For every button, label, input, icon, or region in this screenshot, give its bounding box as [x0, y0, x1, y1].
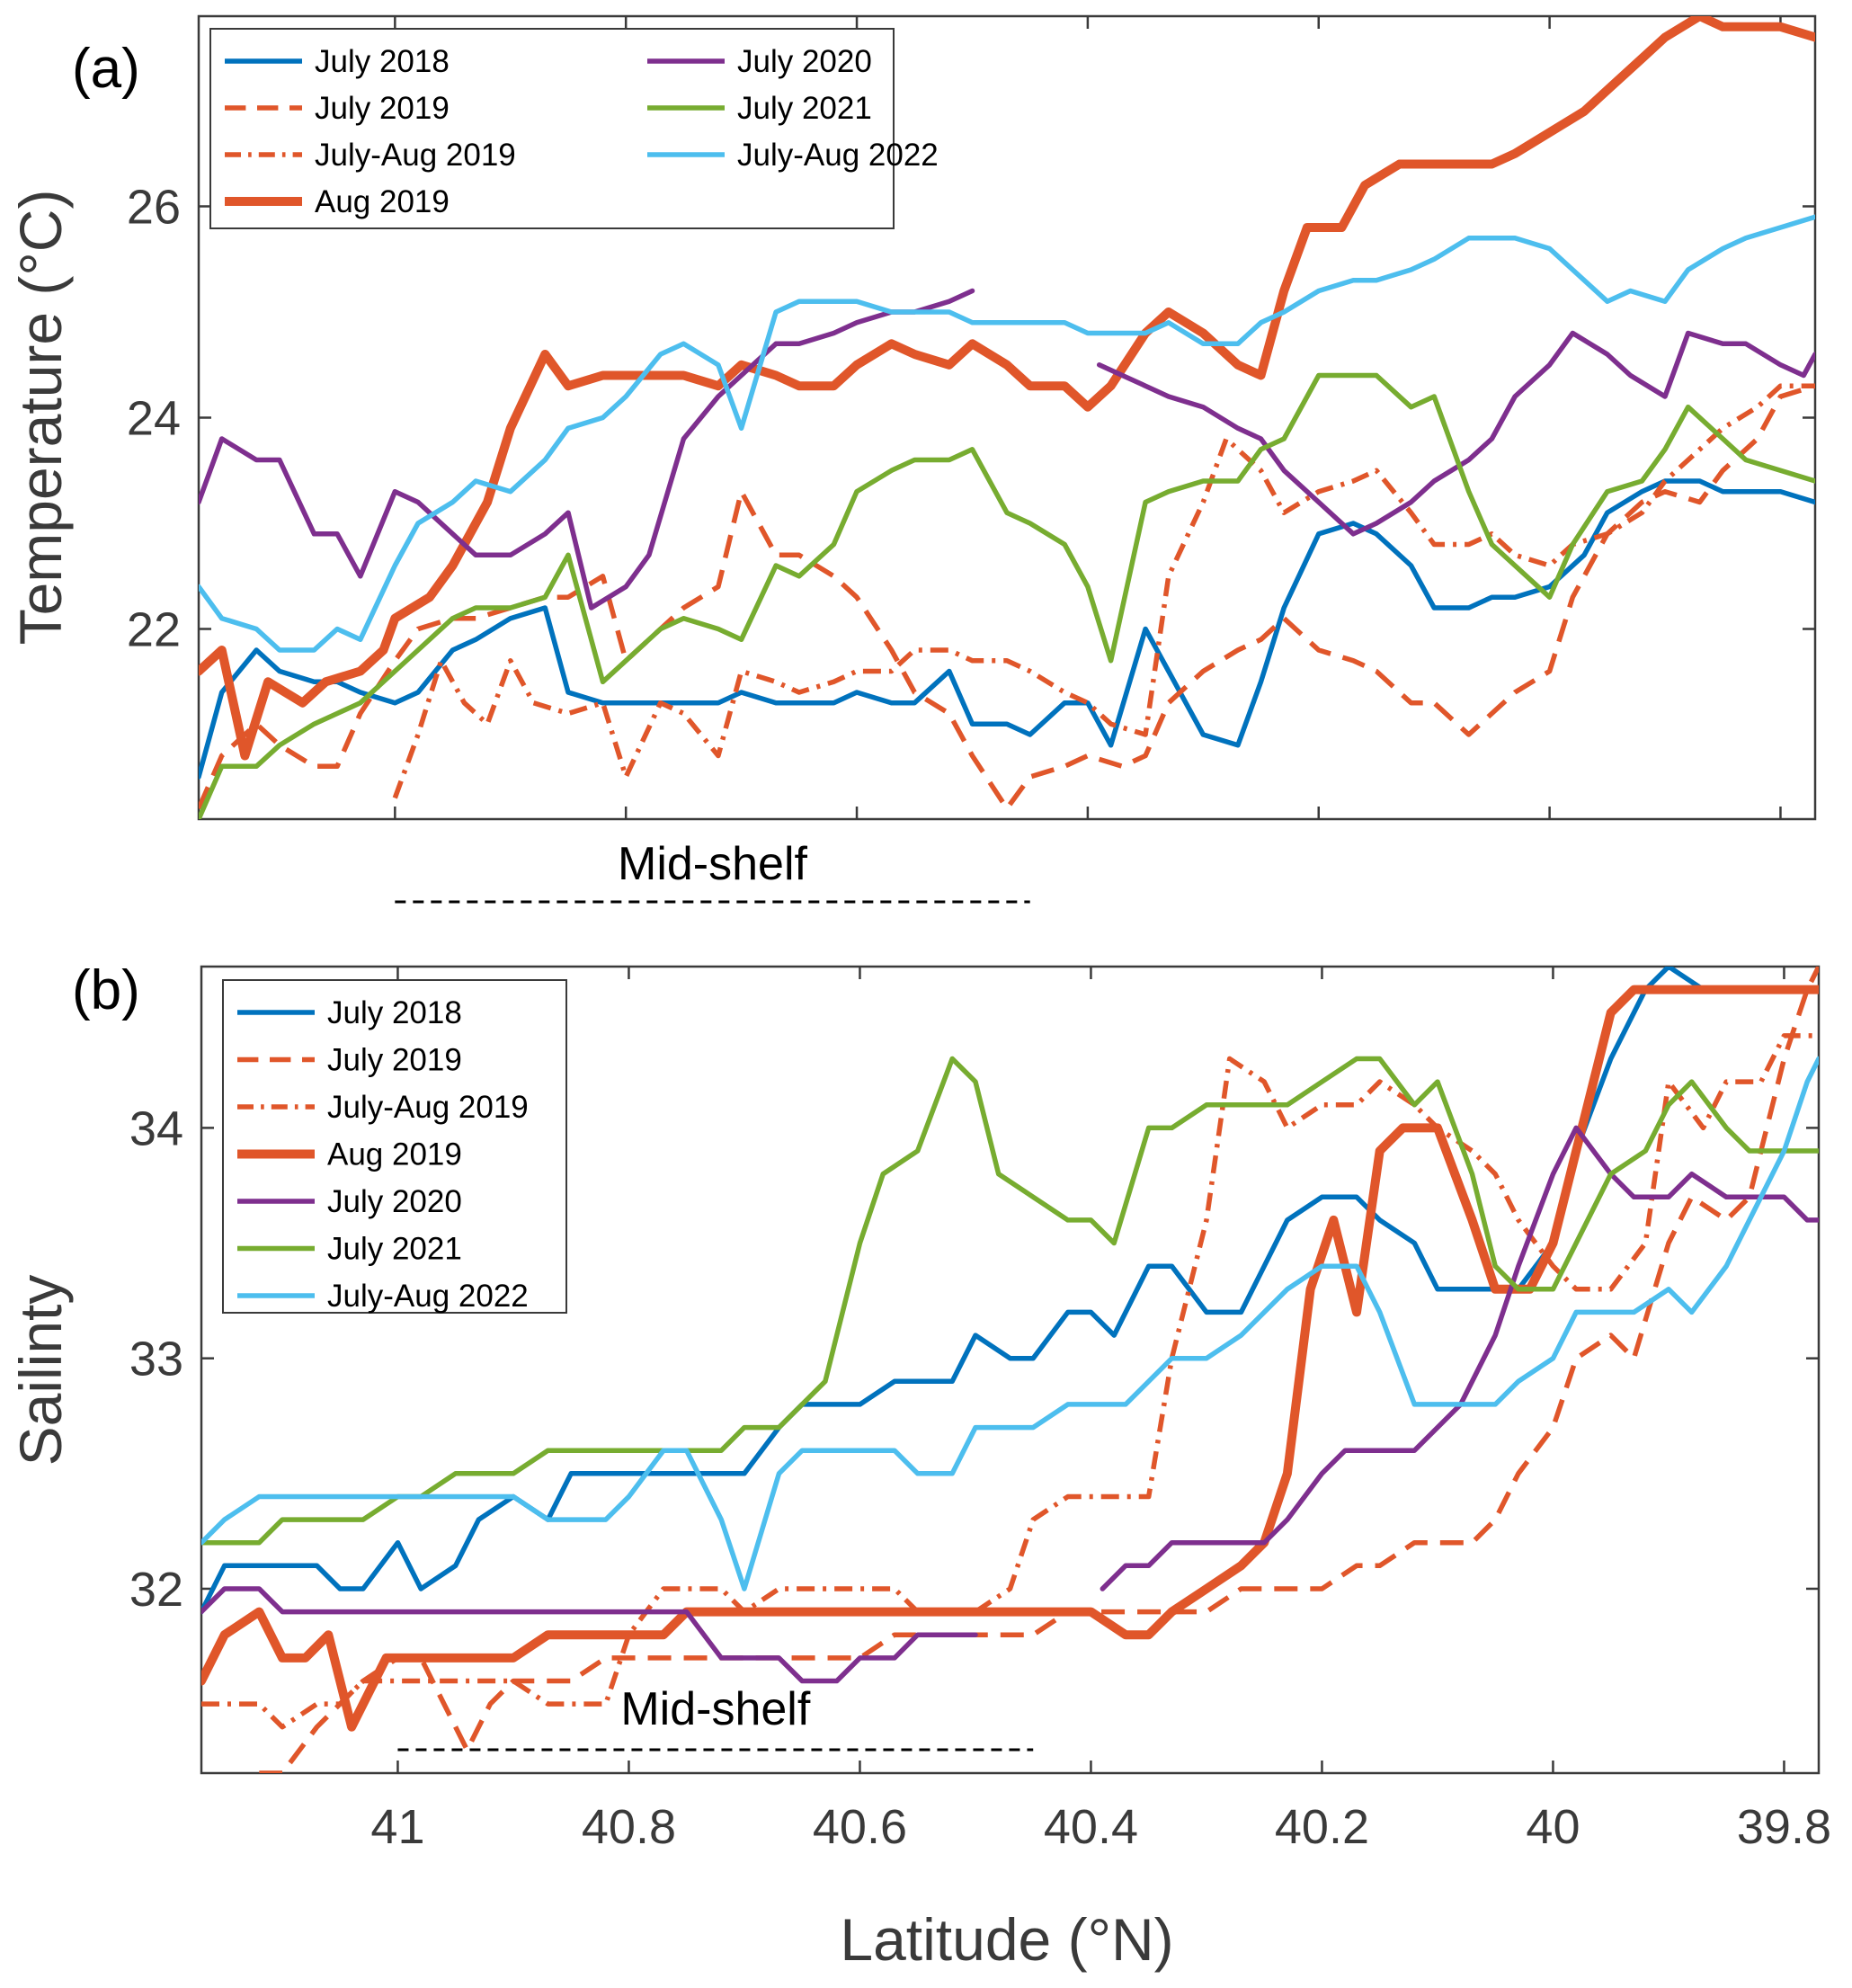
- legend-box: [209, 28, 895, 229]
- y-tick-label: 26: [127, 181, 181, 235]
- series-line-july-2021: [199, 372, 1815, 819]
- series-line-aug-2019: [201, 985, 1819, 1732]
- series-line-july-aug-2022: [199, 214, 1815, 653]
- y-axis-title: Sailinty: [7, 1275, 74, 1466]
- series-lines: [201, 967, 1819, 1773]
- legend-label: July 2020: [737, 44, 872, 79]
- series-line-july-2021: [201, 1056, 1819, 1546]
- salinity-panel: 32 33 34 41 40.8 40.6 40.4 40.2 40 39.8 Sailinty…: [7, 959, 1831, 1973]
- x-tick-label: 39.8: [1737, 1800, 1831, 1854]
- legend: July 2018 July 2019 July-Aug 2019 Aug 2019 J…: [209, 28, 939, 229]
- series-line-july-aug-2019: [392, 383, 1815, 799]
- x-tick-label: 40.8: [582, 1800, 676, 1854]
- series-lines: [199, 16, 1815, 819]
- tick-marks: [199, 16, 1815, 819]
- x-axis-title: Latitude (°N): [840, 1906, 1173, 1973]
- series-line-july-2018: [199, 478, 1815, 780]
- y-tick-label: 22: [127, 603, 181, 657]
- series-line-july-2020: [199, 288, 1815, 611]
- legend-label: July 2019: [327, 1043, 462, 1078]
- x-tick-labels: 41 40.8 40.6 40.4 40.2 40 39.8: [370, 1800, 1831, 1854]
- legend-label: Aug 2019: [327, 1137, 462, 1172]
- legend: July 2018 July 2019 July-Aug 2019 Aug 2019 J…: [222, 979, 567, 1314]
- legend-label: Aug 2019: [315, 184, 450, 219]
- legend-label: July-Aug 2022: [737, 138, 939, 173]
- series-line-july-aug-2022: [201, 1056, 1819, 1591]
- legend-label: July 2018: [327, 995, 462, 1030]
- x-tick-label: 40.6: [813, 1800, 907, 1854]
- legend-label: July 2021: [327, 1232, 462, 1267]
- series-line-july-2019: [259, 967, 1819, 1773]
- mid-shelf-label: Mid-shelf: [620, 1683, 810, 1735]
- legend-label: July 2018: [315, 44, 450, 79]
- series-line-july-aug-2019: [201, 1033, 1819, 1730]
- y-tick-label: 32: [129, 1563, 183, 1617]
- x-tick-label: 40: [1526, 1800, 1580, 1854]
- x-tick-label: 40.2: [1275, 1800, 1369, 1854]
- series-line-july-2019: [199, 383, 1815, 811]
- y-tick-label: 24: [127, 392, 181, 446]
- legend-label: July 2019: [315, 91, 450, 126]
- mid-shelf-label: Mid-shelf: [618, 838, 807, 890]
- series-line-aug-2019: [199, 16, 1815, 761]
- legend-label: July-Aug 2019: [327, 1090, 529, 1125]
- legend-label: July 2020: [327, 1184, 462, 1219]
- panel-label: (a): [72, 38, 140, 100]
- y-tick-label: 33: [129, 1333, 183, 1386]
- legend-box: [222, 979, 567, 1314]
- y-axis-title: Temperature (°C): [7, 190, 74, 646]
- legend-label: July-Aug 2022: [327, 1279, 529, 1314]
- legend-label: July 2021: [737, 91, 872, 126]
- y-tick-labels: 32 33 34: [129, 1101, 183, 1617]
- y-tick-label: 34: [129, 1101, 183, 1155]
- x-tick-label: 41: [370, 1800, 424, 1854]
- panel-label: (b): [72, 959, 140, 1021]
- legend-label: July-Aug 2019: [315, 138, 516, 173]
- x-tick-label: 40.4: [1044, 1800, 1138, 1854]
- y-tick-labels: 22 24 26: [127, 181, 181, 657]
